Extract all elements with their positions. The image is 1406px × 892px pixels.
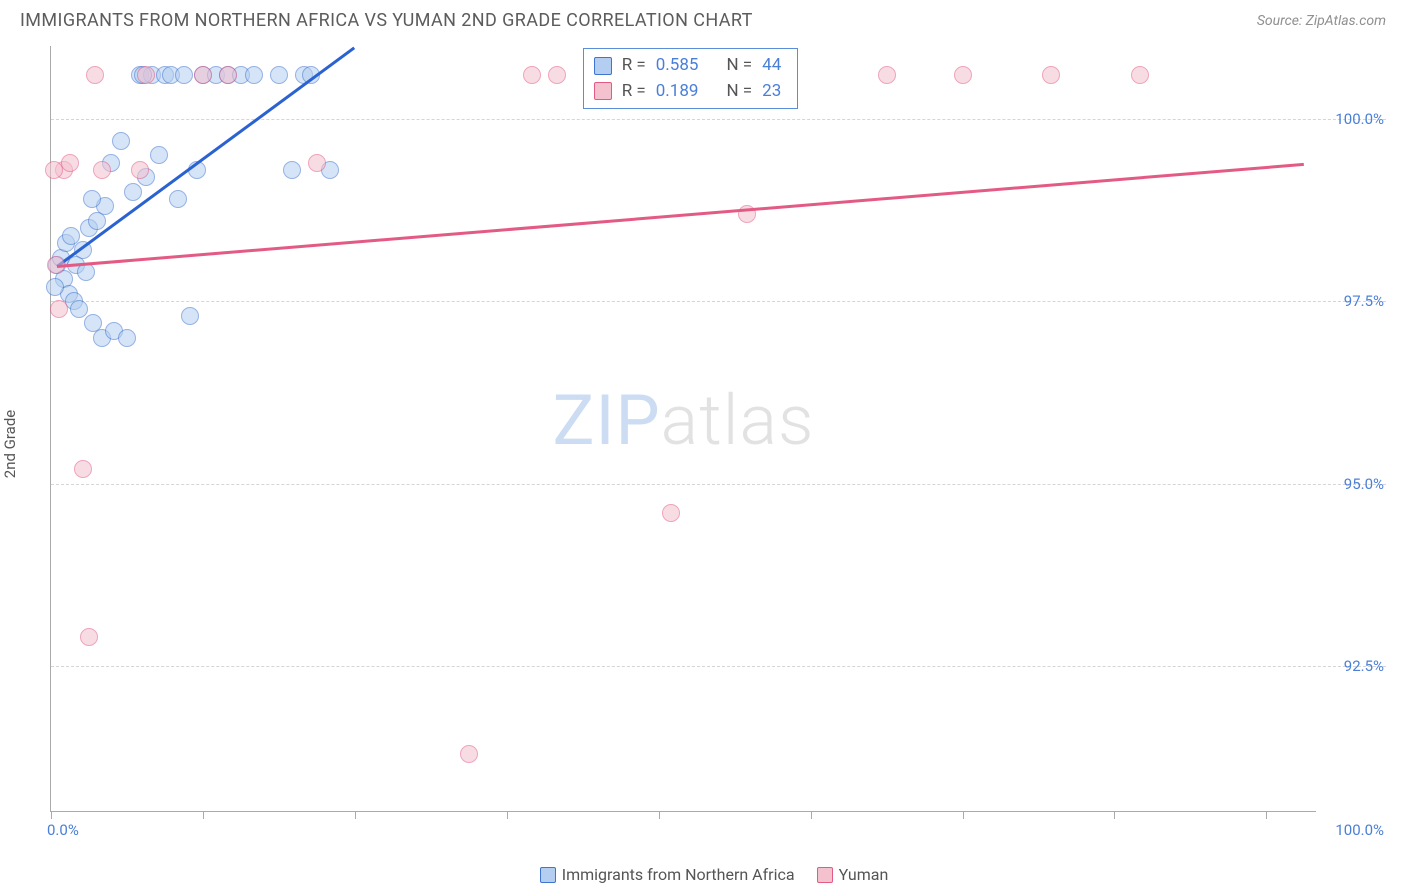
data-point [283,161,301,179]
x-tick [659,811,660,819]
data-point [169,190,187,208]
data-point [70,300,88,318]
legend-n-value: 44 [762,53,781,79]
legend-n-label: N = [726,79,752,105]
gridline-h [51,119,1386,120]
y-tick-label: 100.0% [1335,110,1384,128]
gridline-h [51,484,1386,485]
y-tick-label: 97.5% [1344,292,1384,310]
legend-row: R = 0.189 N = 23 [594,79,782,105]
data-point [175,66,193,84]
data-point [124,183,142,201]
data-point [548,66,566,84]
legend-swatch [817,867,833,883]
gridline-h [51,301,1386,302]
data-point [83,190,101,208]
data-point [270,66,288,84]
data-point [93,161,111,179]
data-point [74,460,92,478]
legend-series-name: Immigrants from Northern Africa [562,865,795,884]
data-point [131,161,149,179]
x-tick-label-left: 0.0% [47,821,79,839]
x-tick [1266,811,1267,819]
legend-bottom: Immigrants from Northern Africa Yuman [0,865,1406,884]
data-point [112,132,130,150]
data-point [245,66,263,84]
legend-n-value: 23 [762,79,781,105]
data-point [1042,66,1060,84]
plot-wrap: 2nd Grade ZIPatlas 92.5%95.0%97.5%100.0%… [50,46,1386,842]
data-point [137,66,155,84]
source-label: Source: ZipAtlas.com [1257,13,1386,29]
legend-r-value: 0.585 [656,53,699,79]
data-point [460,745,478,763]
legend-swatch [594,57,612,75]
x-tick [51,811,52,819]
x-tick [963,811,964,819]
data-point [662,504,680,522]
data-point [1131,66,1149,84]
y-tick-label: 92.5% [1344,657,1384,675]
legend-swatch [540,867,556,883]
data-point [194,66,212,84]
data-point [86,66,104,84]
y-tick-label: 95.0% [1344,475,1384,493]
x-tick [203,811,204,819]
data-point [46,278,64,296]
gridline-h [51,666,1386,667]
data-point [308,154,326,172]
data-point [954,66,972,84]
x-tick [507,811,508,819]
data-point [50,300,68,318]
x-tick-label-right: 100.0% [1335,821,1384,839]
data-point [523,66,541,84]
plot-area: ZIPatlas 92.5%95.0%97.5%100.0%0.0%100.0%… [50,46,1316,812]
data-point [219,66,237,84]
legend-n-label: N = [726,53,752,79]
legend-row: R = 0.585 N = 44 [594,53,782,79]
legend-r-label: R = [622,79,646,105]
legend-r-label: R = [622,53,646,79]
x-tick [1114,811,1115,819]
data-point [181,307,199,325]
chart-title: IMMIGRANTS FROM NORTHERN AFRICA VS YUMAN… [20,10,753,31]
y-axis-label: 2nd Grade [1,410,19,478]
data-point [80,628,98,646]
data-point [878,66,896,84]
x-tick [811,811,812,819]
data-point [61,154,79,172]
data-point [118,329,136,347]
watermark: ZIPatlas [553,380,815,462]
data-point [150,146,168,164]
legend-series-name: Yuman [839,865,889,884]
legend-box: R = 0.585 N = 44 R = 0.189 N = 23 [583,48,799,109]
data-point [45,161,63,179]
x-tick [355,811,356,819]
legend-r-value: 0.189 [656,79,699,105]
trend-line [57,163,1304,268]
legend-swatch [594,82,612,100]
